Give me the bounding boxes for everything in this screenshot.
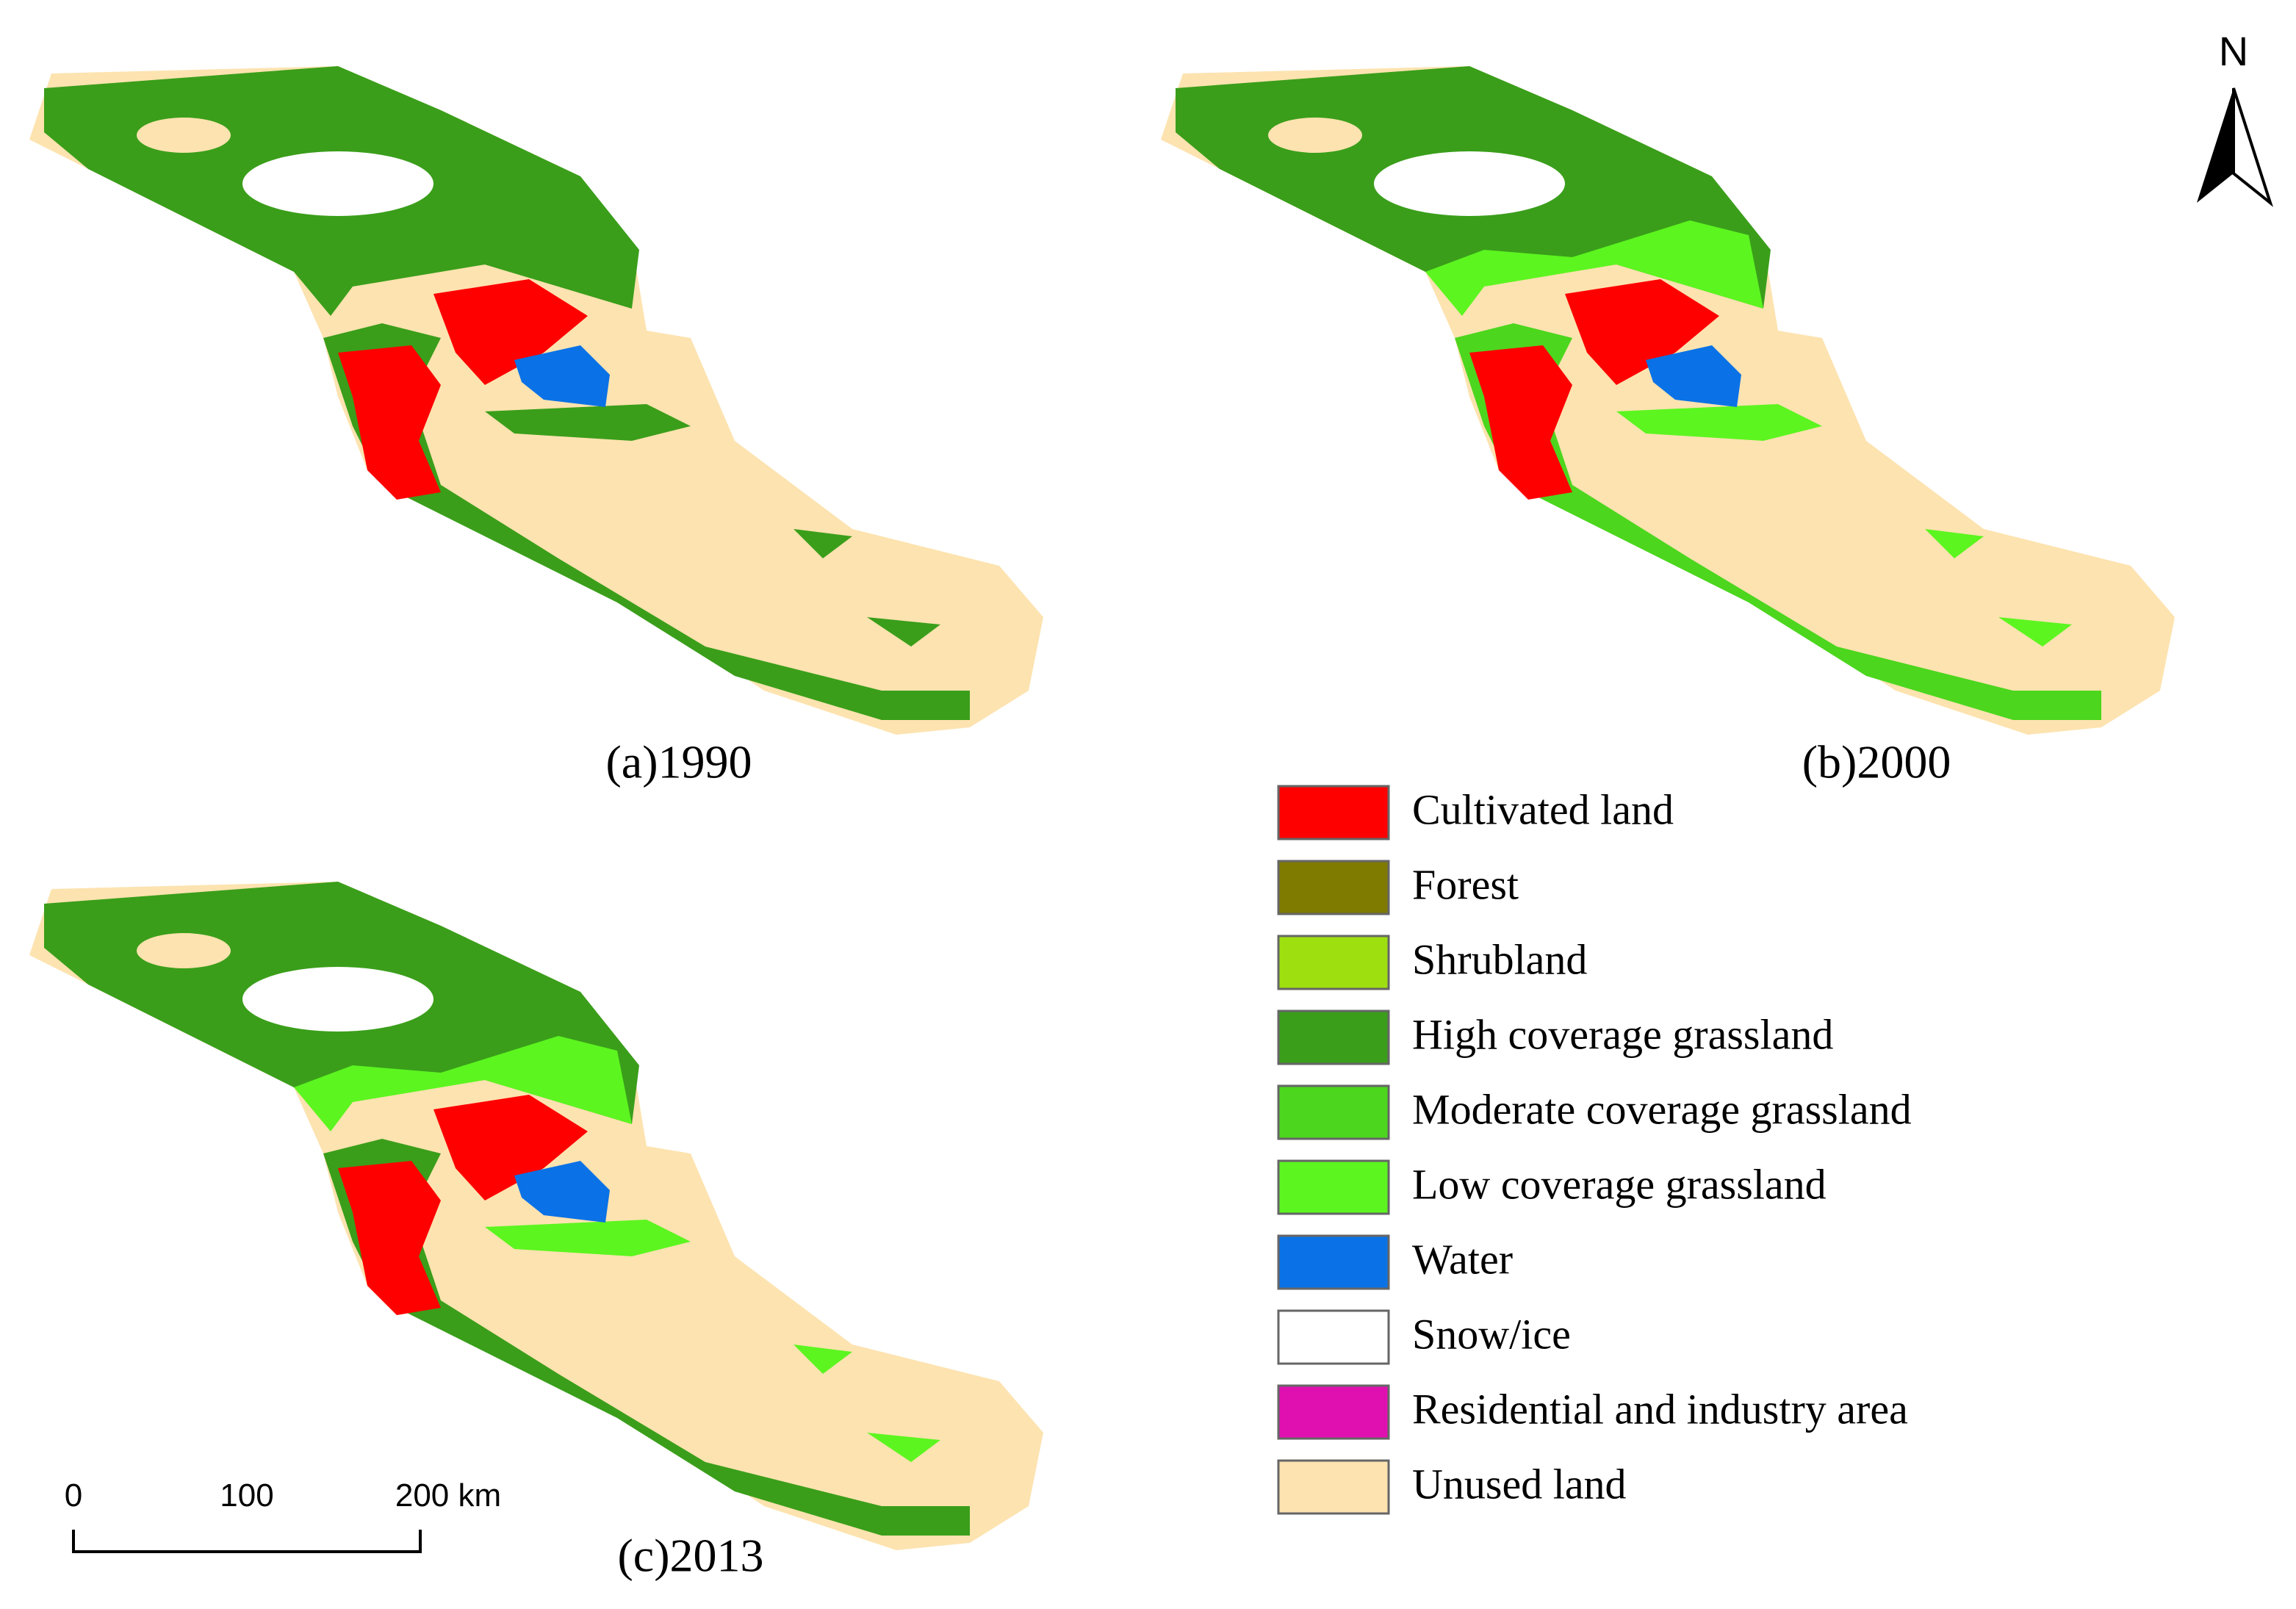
legend-label: Forest xyxy=(1412,860,1519,908)
legend-swatch xyxy=(1277,860,1390,915)
legend-label: Low coverage grassland xyxy=(1412,1160,1827,1208)
legend-swatch xyxy=(1277,1384,1390,1440)
legend-label: Cultivated land xyxy=(1412,785,1674,833)
map-caption: (a)1990 xyxy=(605,736,752,788)
legend-swatch xyxy=(1277,935,1390,990)
map-caption: (b)2000 xyxy=(1802,736,1951,788)
scale-label: 100 xyxy=(220,1477,273,1513)
legend-swatch xyxy=(1277,1459,1390,1515)
legend-swatch xyxy=(1277,785,1390,841)
legend-swatch xyxy=(1277,1309,1390,1365)
legend-swatch xyxy=(1277,1159,1390,1215)
legend-swatch xyxy=(1277,1084,1390,1140)
scale-label: 0 xyxy=(65,1477,82,1513)
legend-label: Moderate coverage grassland xyxy=(1412,1085,1912,1133)
legend-label: Snow/ice xyxy=(1412,1310,1571,1358)
map-panel-a xyxy=(29,66,1043,735)
scale-label: 200 km xyxy=(395,1477,501,1513)
legend-swatch xyxy=(1277,1234,1390,1290)
legend-label: Unused land xyxy=(1412,1460,1627,1508)
legend-swatch xyxy=(1277,1009,1390,1065)
north-arrow xyxy=(2197,87,2273,207)
legend-label: Residential and industry area xyxy=(1412,1385,1908,1433)
map-caption: (c)2013 xyxy=(617,1530,763,1582)
scale-bar xyxy=(72,1530,422,1553)
map-panel-c xyxy=(29,882,1043,1550)
legend-label: Water xyxy=(1412,1235,1513,1283)
legend-label: Shrubland xyxy=(1412,935,1587,983)
map-panel-b xyxy=(1161,66,2175,735)
north-label: N xyxy=(2219,28,2248,74)
legend-label: High coverage grassland xyxy=(1412,1010,1833,1058)
